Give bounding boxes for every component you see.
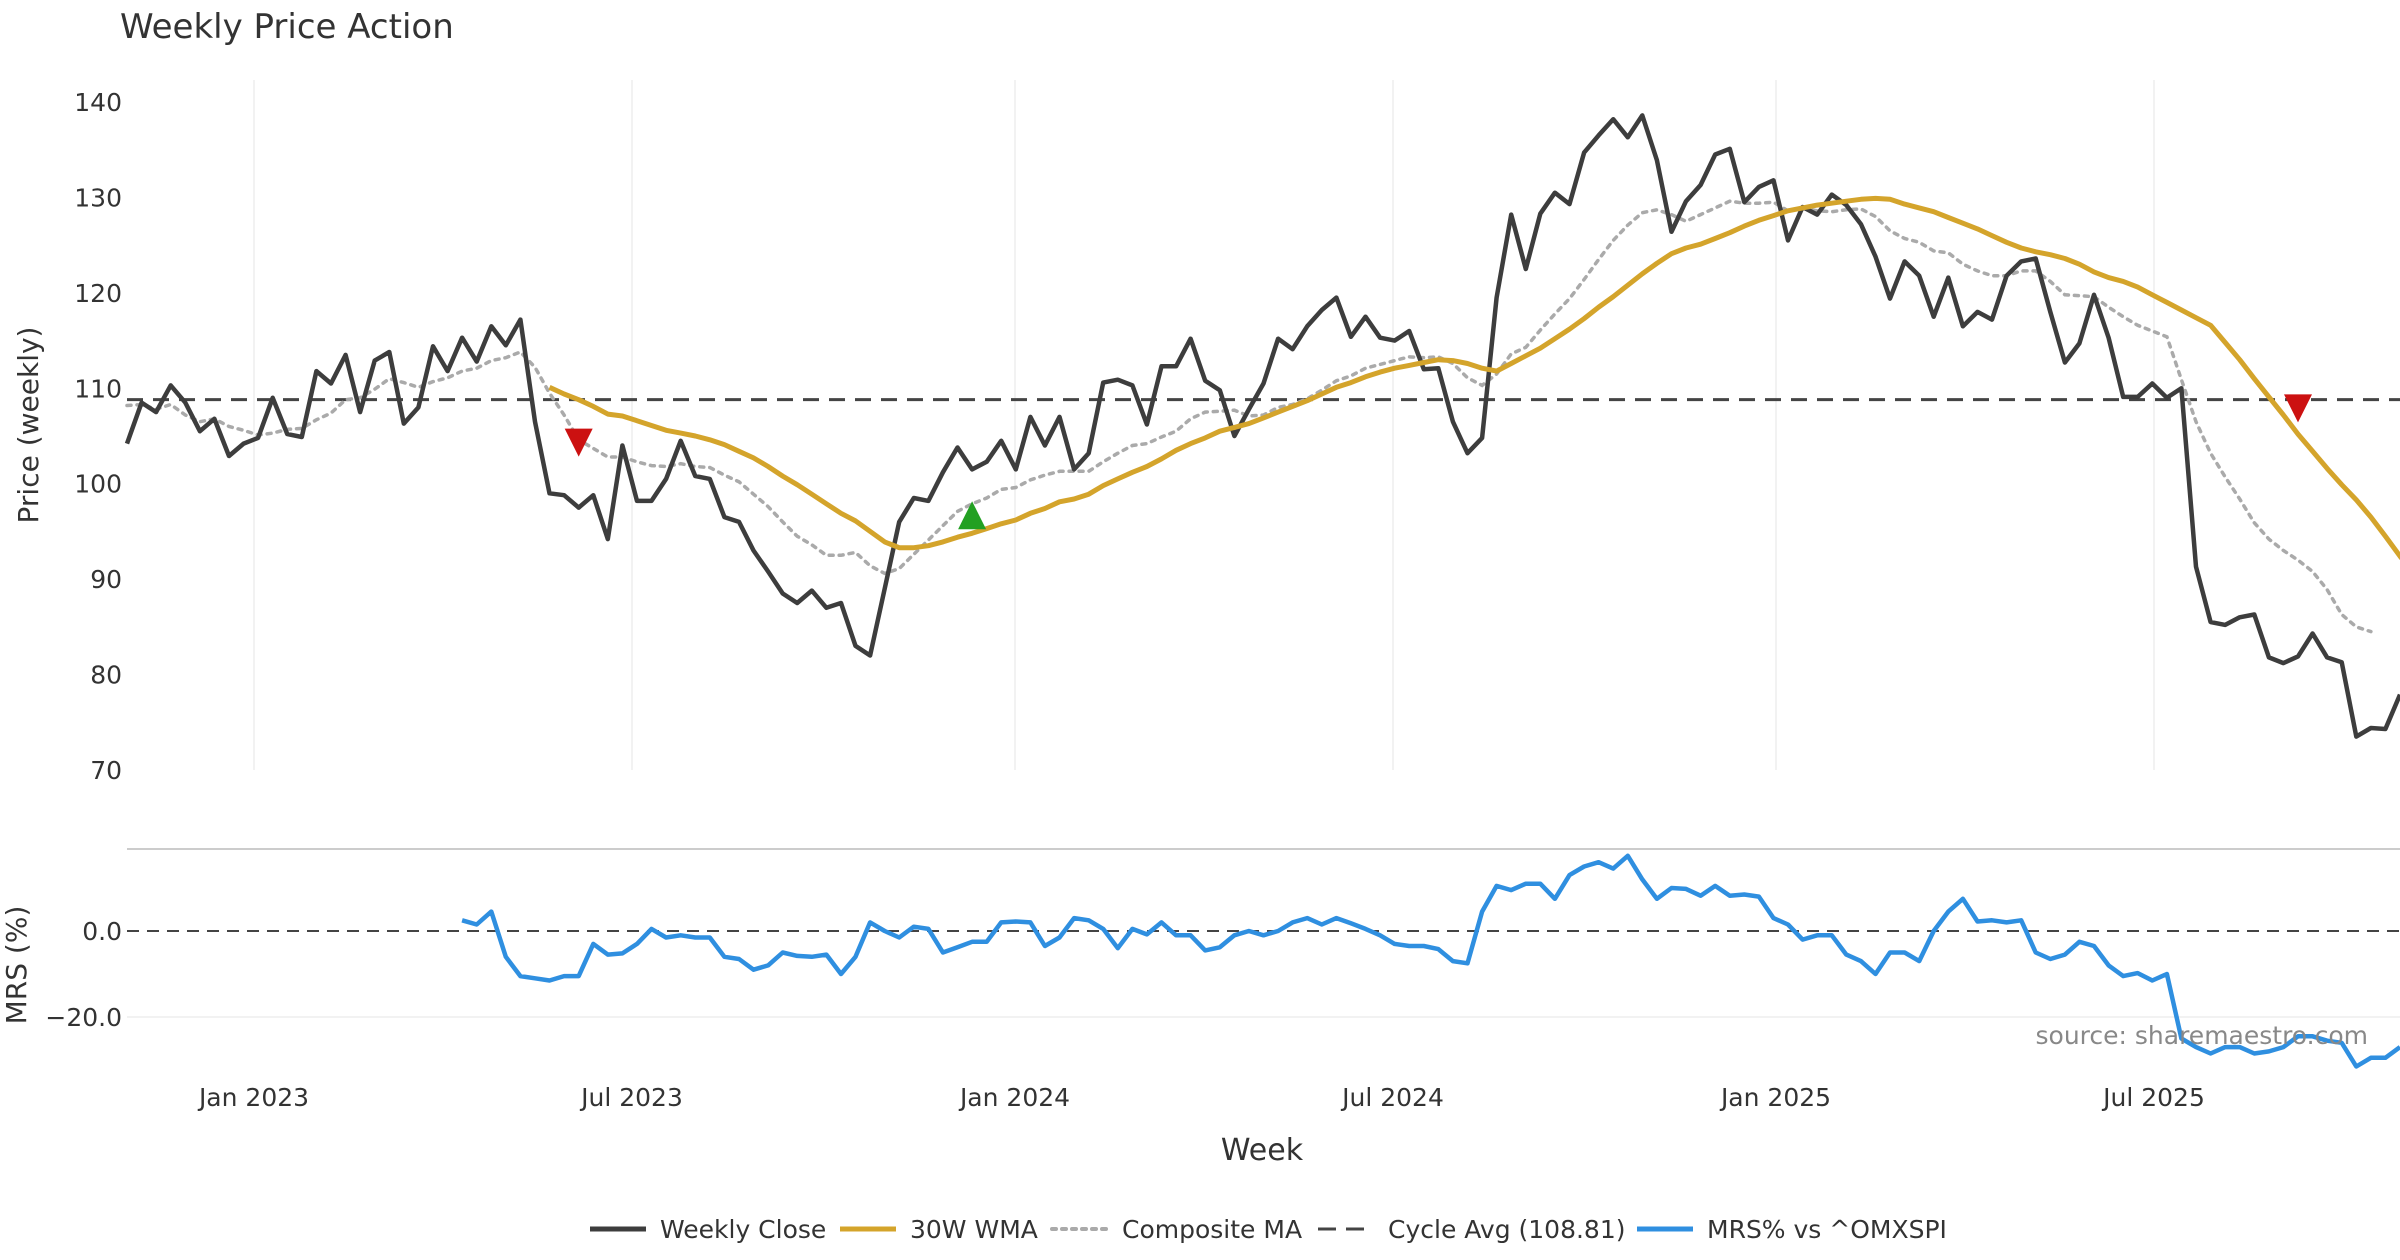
mrs-panel-gridlines <box>127 848 2400 1018</box>
mrs-y-tick-label: −20.0 <box>45 1003 122 1032</box>
price-series-layer <box>124 113 2400 739</box>
signal-markers <box>564 394 2313 530</box>
price-y-tick-label: 70 <box>90 756 122 785</box>
legend-label-2: Composite MA <box>1122 1215 1302 1244</box>
x-tick-label: Jul 2025 <box>2101 1083 2205 1112</box>
wma-30w-line <box>548 195 2400 561</box>
price-y-tick-label: 100 <box>74 470 122 499</box>
sell-signal-marker-2 <box>2284 394 2313 423</box>
price-y-tick-label: 140 <box>74 88 122 117</box>
sell-signal-marker-0 <box>564 428 593 457</box>
x-axis: Jan 2023 Jul 2023 Jan 2024 Jul 2024 Jan 2025… <box>197 1083 2205 1112</box>
buy-signal-marker-1 <box>958 501 987 530</box>
price-y-tick-label: 90 <box>90 565 122 594</box>
legend-label-3: Cycle Avg (108.81) <box>1388 1215 1626 1244</box>
price-y-tick-label: 110 <box>74 374 122 403</box>
price-y-tick-label: 120 <box>74 279 122 308</box>
x-tick-label: Jul 2024 <box>1340 1083 1444 1112</box>
mrs-y-axis-label: MRS (%) <box>0 906 33 1025</box>
mrs-series-layer <box>127 853 2400 1069</box>
legend: Weekly Close 30W WMA Composite MA Cycle Avg… <box>590 1215 1947 1244</box>
x-tick-label: Jul 2023 <box>579 1083 683 1112</box>
price-y-tick-label: 80 <box>90 661 122 690</box>
legend-label-4: MRS% vs ^OMXSPI <box>1707 1215 1947 1244</box>
price-panel-gridlines <box>253 80 2155 770</box>
legend-label-0: Weekly Close <box>660 1215 826 1244</box>
x-tick-label: Jan 2024 <box>958 1083 1070 1112</box>
mrs-line <box>461 853 2400 1069</box>
mrs-y-axis: 0.0 −20.0 <box>45 917 122 1032</box>
price-y-tick-label: 130 <box>74 183 122 212</box>
watermark: source: sharemaestro.com <box>2036 1021 2369 1050</box>
price-y-axis: 70 80 90 100 110 120 130 140 <box>74 88 122 785</box>
x-axis-label: Week <box>1221 1133 1304 1168</box>
composite-ma-line <box>125 199 2373 634</box>
x-tick-label: Jan 2025 <box>1719 1083 1831 1112</box>
legend-label-1: 30W WMA <box>910 1215 1038 1244</box>
price-y-axis-label: Price (weekly) <box>12 327 45 524</box>
weekly-close-line <box>124 113 2400 739</box>
chart-title: Weekly Price Action <box>120 7 454 47</box>
mrs-y-tick-label: 0.0 <box>82 917 122 946</box>
x-tick-label: Jan 2023 <box>197 1083 309 1112</box>
